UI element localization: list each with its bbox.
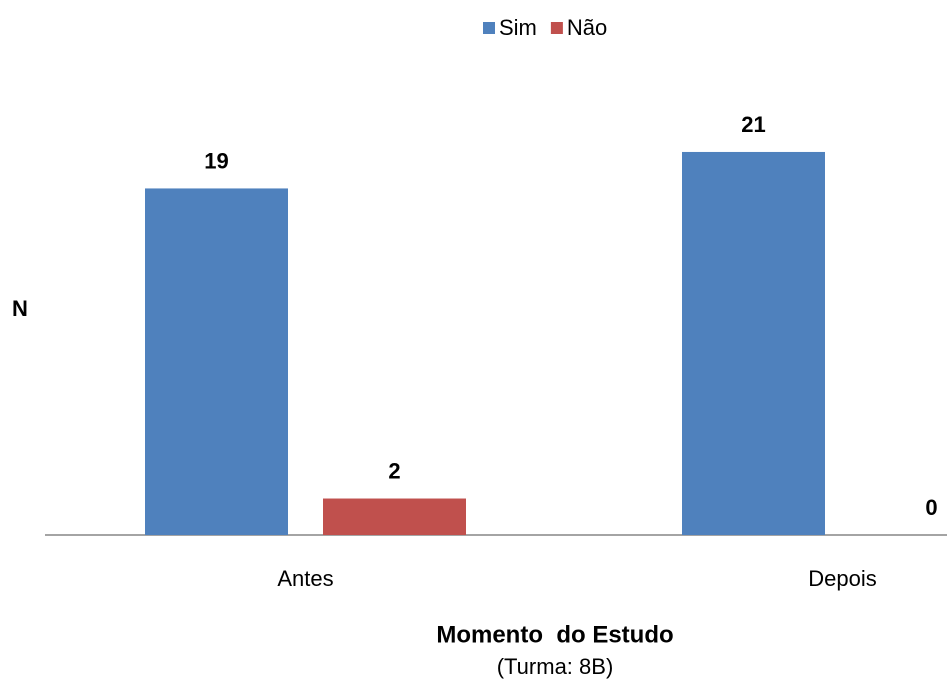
bar — [682, 151, 825, 535]
y-axis-title: N — [12, 296, 28, 321]
x-tick-label: Antes — [277, 566, 333, 591]
legend-swatch — [550, 22, 563, 34]
data-label: 21 — [741, 112, 765, 137]
bar — [323, 498, 466, 535]
x-axis-title: Momento do Estudo — [436, 621, 673, 648]
x-axis-note: (Turma: 8B) — [497, 654, 614, 679]
data-label: 19 — [204, 148, 228, 173]
x-tick-label: Depois — [808, 566, 876, 591]
data-label: 2 — [388, 458, 400, 483]
bar — [145, 188, 288, 535]
legend-swatch — [483, 22, 495, 34]
data-label: 0 — [925, 495, 937, 520]
legend-label: Sim — [499, 15, 537, 40]
legend-label: Não — [567, 15, 607, 40]
